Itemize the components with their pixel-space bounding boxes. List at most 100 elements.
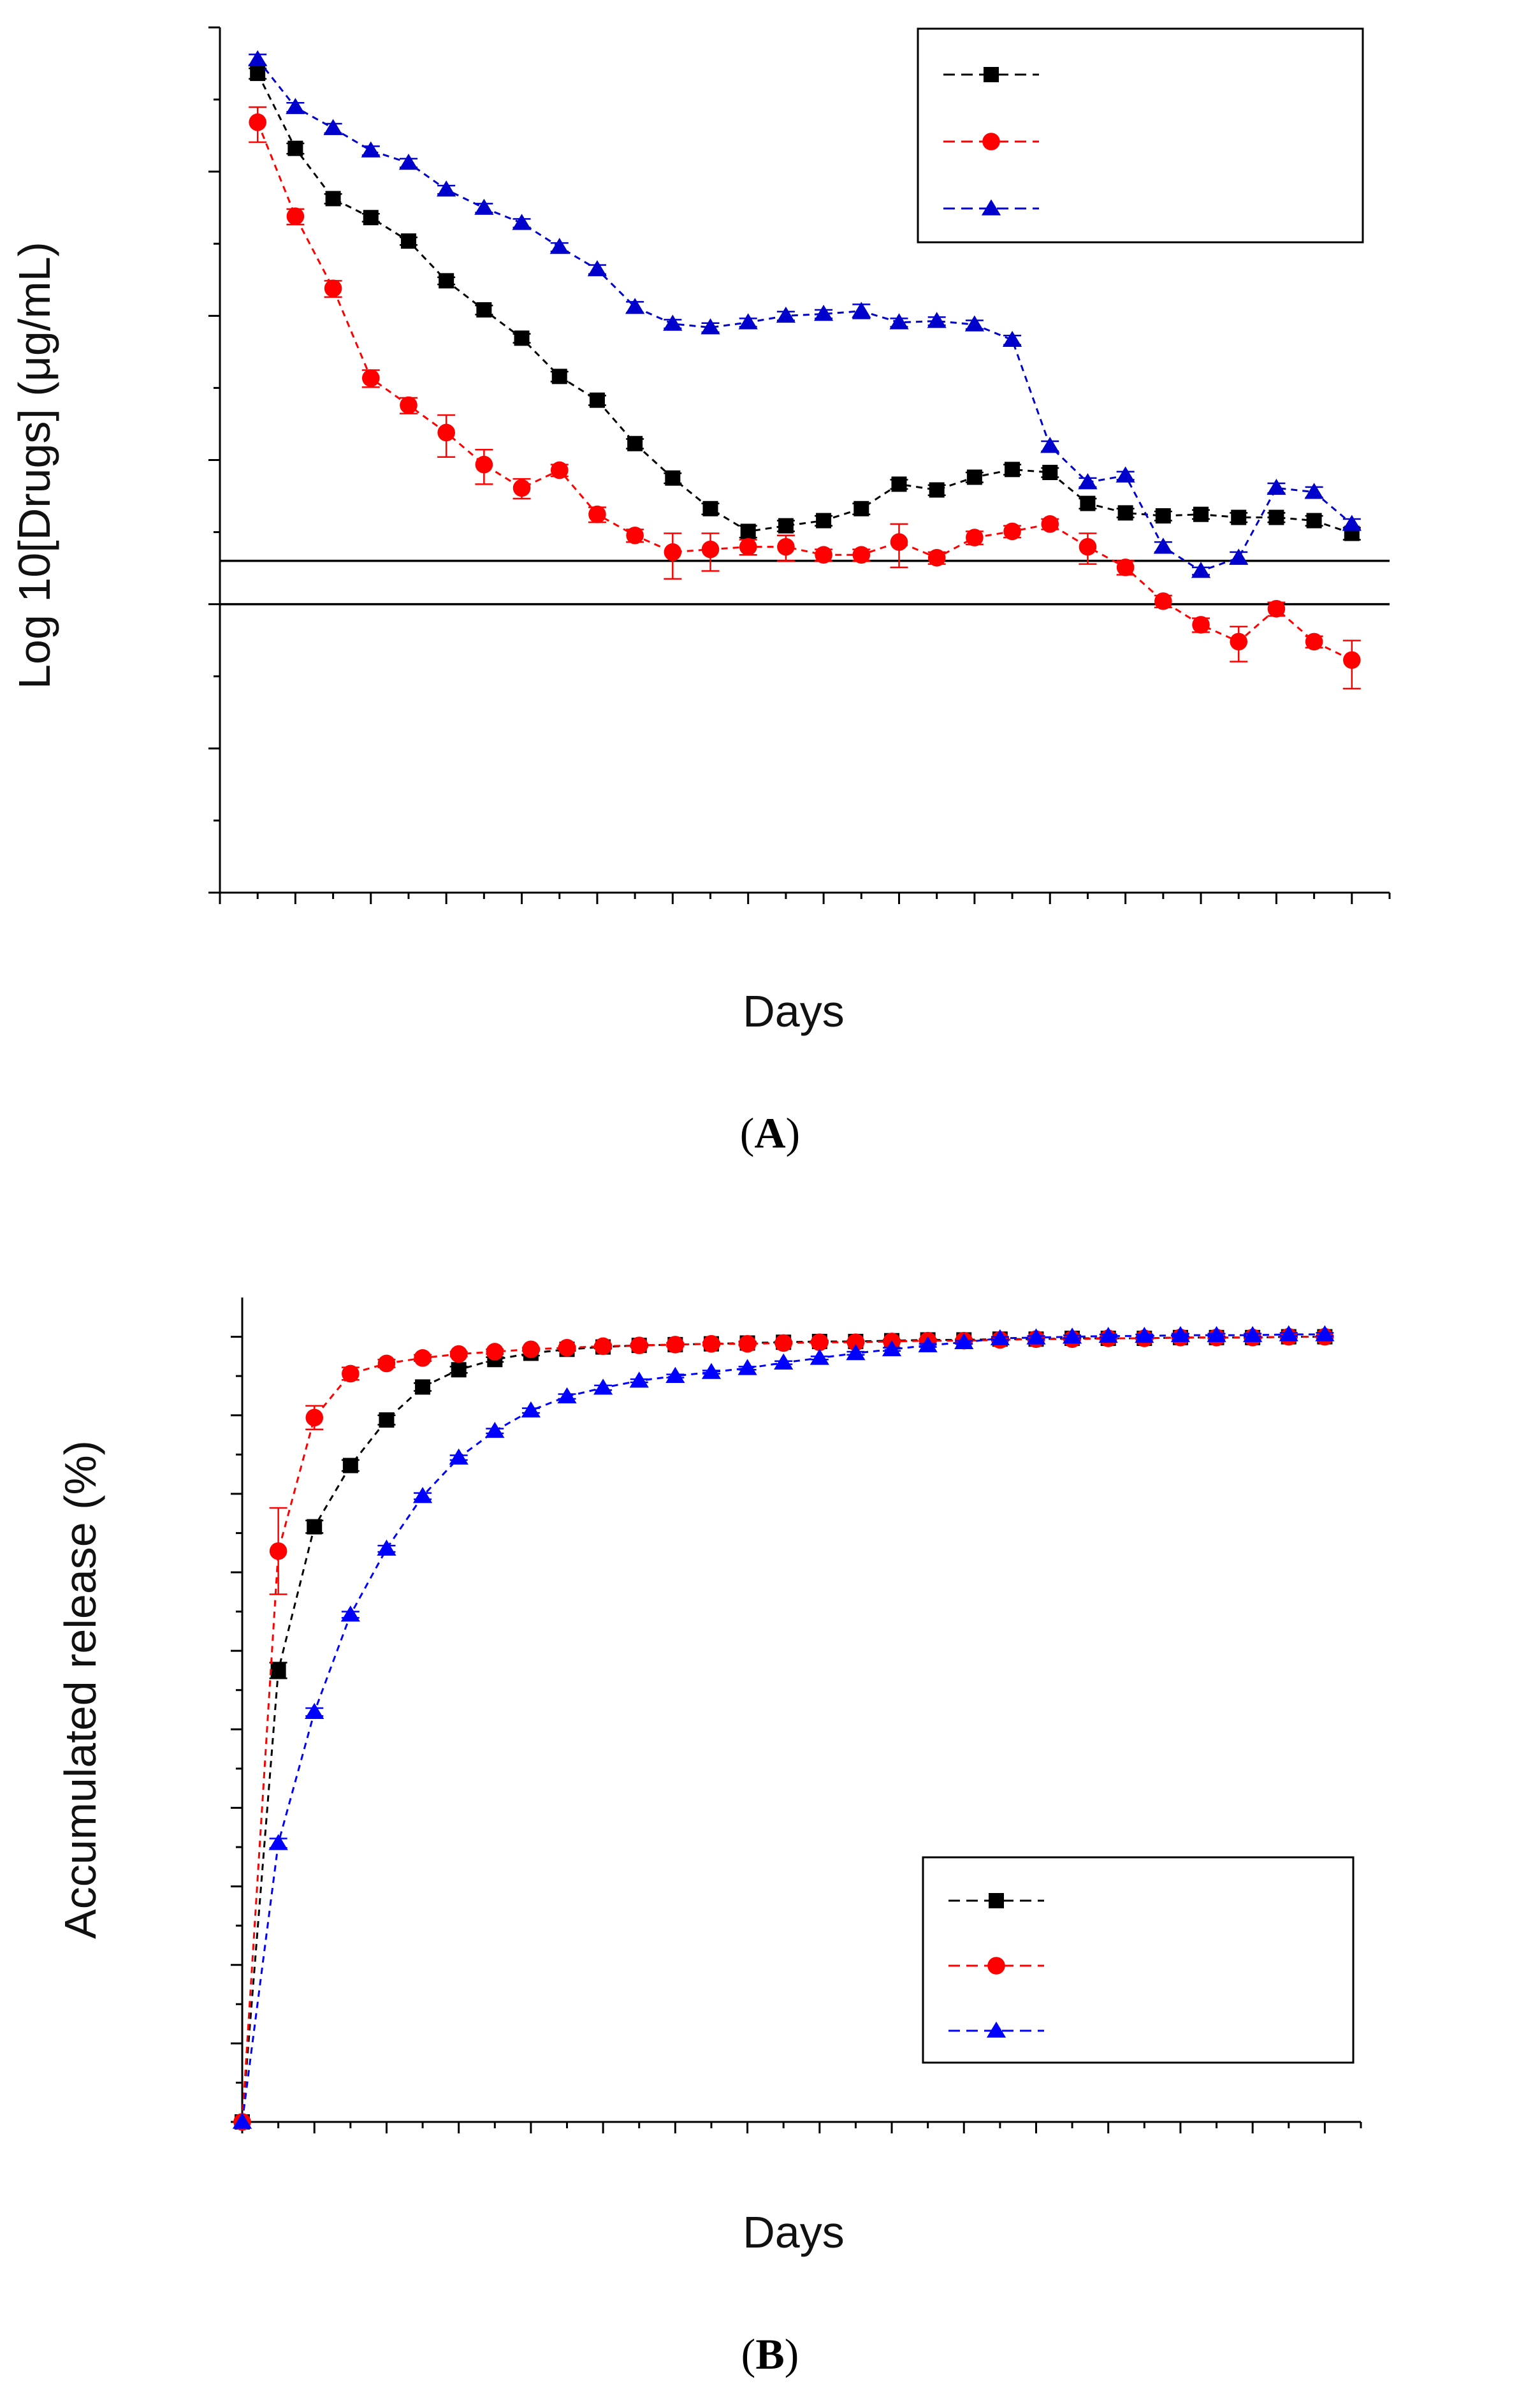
data-point-lidocaine (891, 476, 907, 492)
data-point-ceftazidime (400, 396, 418, 414)
data-point-ceftazidime (739, 537, 757, 556)
data-point-vancomycin (738, 313, 758, 330)
data-point-ceftazidime (664, 543, 682, 561)
data-point-lidocaine (342, 1458, 358, 1473)
data-point-ceftazidime (1079, 537, 1097, 556)
data-point-ceftazidime (324, 279, 342, 298)
panel-a-x-axis-title: Days (743, 986, 844, 1036)
data-point-vancomycin (305, 1702, 324, 1719)
data-point-lidocaine (439, 273, 454, 289)
data-point-ceftazidime (594, 1337, 612, 1356)
data-point-vancomycin (398, 154, 419, 170)
data-point-vancomycin (701, 1363, 722, 1379)
data-point-ceftazidime (449, 1345, 468, 1363)
panel-a-chart: Days Log 10[Drugs] (μg/mL) (A) (10, 26, 1391, 1157)
data-point-vancomycin (1279, 1325, 1298, 1342)
data-point-vancomycin (774, 1353, 794, 1370)
data-point-ceftazidime (414, 1349, 432, 1367)
data-point-lidocaine (287, 140, 303, 156)
data-point-vancomycin (1098, 1326, 1118, 1343)
legend-marker (989, 1893, 1004, 1908)
data-point-vancomycin (889, 313, 909, 330)
data-point-vancomycin (512, 214, 532, 230)
panel-a-y-ticks (208, 26, 220, 894)
data-point-lidocaine (1306, 513, 1322, 529)
series-lidocaine (249, 66, 1361, 541)
panel-b-caption: (B) (741, 2330, 799, 2378)
data-point-ceftazidime (249, 113, 266, 131)
legend-marker (987, 1957, 1005, 1975)
data-point-ceftazidime (630, 1336, 648, 1354)
data-point-lidocaine (415, 1379, 431, 1395)
panel-a-series (248, 50, 1362, 690)
data-point-lidocaine (740, 523, 756, 539)
data-point-vancomycin (927, 312, 947, 328)
legend-marker (984, 67, 999, 82)
data-point-ceftazidime (437, 423, 455, 442)
series-vancomycin (232, 1325, 1335, 2129)
data-point-vancomycin (449, 1448, 469, 1465)
panel-b-caption-close: ) (785, 2330, 799, 2378)
data-point-lidocaine (929, 482, 945, 498)
data-point-lidocaine (307, 1519, 323, 1535)
data-point-ceftazidime (966, 529, 984, 546)
legend-item-ceftazidime (948, 1957, 1044, 1975)
legend-box (922, 1856, 1355, 2064)
data-point-ceftazidime (666, 1336, 685, 1354)
data-point-ceftazidime (286, 207, 305, 226)
data-point-ceftazidime (815, 546, 832, 564)
data-point-vancomycin (1267, 478, 1286, 495)
data-point-ceftazidime (1003, 522, 1021, 541)
data-point-ceftazidime (1116, 559, 1135, 576)
data-point-ceftazidime (1230, 632, 1248, 651)
data-point-vancomycin (340, 1605, 360, 1622)
data-point-vancomycin (629, 1371, 649, 1388)
panel-b-series (232, 1325, 1335, 2131)
data-point-vancomycin (776, 306, 796, 323)
panel-a-x-ticks (219, 893, 1391, 904)
data-point-ceftazidime (1305, 632, 1323, 651)
data-point-lidocaine (1268, 509, 1284, 525)
panel-a-y-axis-title: Log 10[Drugs] (μg/mL) (10, 242, 59, 689)
panel-b-caption-open: ( (741, 2330, 756, 2378)
data-point-vancomycin (882, 1340, 902, 1357)
data-point-vancomycin (1135, 1326, 1154, 1343)
data-point-vancomycin (701, 318, 720, 335)
panel-a-reference-lines (220, 559, 1390, 606)
data-point-ceftazidime (777, 537, 795, 556)
data-point-lidocaine (270, 1662, 286, 1678)
data-point-ceftazidime (738, 1334, 757, 1353)
data-point-vancomycin (1243, 1326, 1263, 1342)
data-point-ceftazidime (305, 1408, 324, 1427)
data-point-lidocaine (589, 392, 605, 408)
legend-item-vancomycin (948, 2021, 1044, 2038)
data-point-vancomycin (1170, 1326, 1191, 1342)
data-point-ceftazidime (811, 1333, 829, 1351)
legend-marker (982, 133, 1000, 150)
data-point-vancomycin (232, 2112, 252, 2129)
data-point-vancomycin (813, 305, 834, 321)
panel-b-axes (231, 1298, 1362, 2133)
data-point-ceftazidime (702, 1334, 720, 1353)
panel-a-legend (917, 27, 1364, 244)
data-point-ceftazidime (486, 1343, 504, 1361)
data-point-vancomycin (1315, 1325, 1335, 1342)
series-ceftazidime (249, 106, 1361, 690)
data-point-vancomycin (1062, 1327, 1082, 1344)
data-point-lidocaine (400, 233, 416, 249)
panel-a-caption-letter: A (754, 1109, 785, 1157)
data-point-lidocaine (363, 210, 379, 226)
data-point-ceftazidime (927, 548, 946, 567)
data-point-vancomycin (474, 198, 494, 215)
data-point-vancomycin (549, 238, 569, 254)
data-point-vancomycin (412, 1487, 433, 1503)
data-point-ceftazidime (550, 461, 569, 479)
data-point-vancomycin (1026, 1328, 1046, 1345)
data-point-ceftazidime (522, 1340, 540, 1359)
data-point-ceftazidime (342, 1364, 360, 1383)
data-point-vancomycin (1229, 548, 1249, 565)
data-point-vancomycin (954, 1333, 974, 1349)
data-point-lidocaine (551, 369, 567, 384)
data-point-lidocaine (1231, 509, 1247, 525)
